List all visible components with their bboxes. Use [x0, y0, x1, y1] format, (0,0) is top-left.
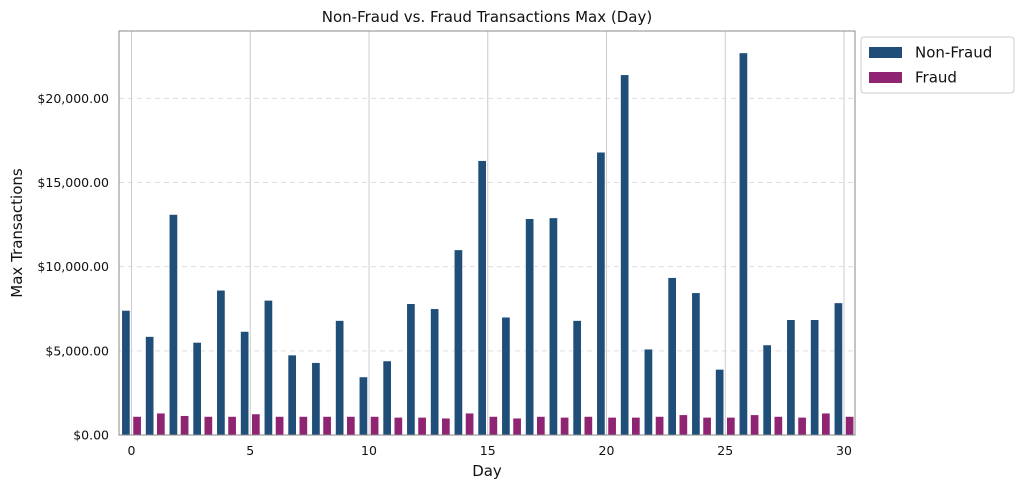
x-tick-label: 25	[717, 443, 733, 458]
bar-fraud-day-21	[631, 417, 641, 436]
bar-non-fraud-day-0	[121, 310, 131, 436]
bar-non-fraud-day-24	[691, 292, 701, 436]
bar-non-fraud-day-25	[715, 369, 725, 436]
bar-fraud-day-19	[583, 416, 593, 436]
y-axis-label: Max Transactions	[8, 168, 26, 298]
bar-non-fraud-day-30	[833, 302, 843, 436]
bar-non-fraud-day-6	[263, 300, 273, 436]
x-tick-label: 5	[246, 443, 254, 458]
x-axis-label: Day	[472, 462, 502, 480]
bar-fraud-day-27	[773, 416, 783, 436]
gridlines	[119, 31, 855, 435]
bar-non-fraud-day-21	[620, 74, 630, 436]
bar-fraud-day-4	[227, 416, 237, 436]
x-tick-label: 20	[599, 443, 615, 458]
bar-non-fraud-day-28	[786, 319, 796, 436]
bar-fraud-day-10	[370, 416, 380, 436]
bar-non-fraud-day-18	[548, 217, 558, 436]
bar-non-fraud-day-10	[358, 376, 368, 436]
bar-non-fraud-day-26	[738, 52, 748, 436]
bar-non-fraud-day-4	[216, 289, 226, 436]
bar-non-fraud-day-2	[168, 214, 178, 436]
bar-non-fraud-day-29	[810, 319, 820, 436]
x-tick-label: 15	[480, 443, 496, 458]
bar-non-fraud-day-20	[596, 151, 606, 436]
bar-fraud-day-30	[845, 416, 855, 436]
legend-swatch	[869, 72, 902, 83]
bar-fraud-day-15	[488, 416, 498, 436]
x-tick-label: 30	[836, 443, 852, 458]
bar-non-fraud-day-9	[335, 320, 345, 436]
y-axis-ticks: $0.00 $5,000.00 $10,000.00 $15,000.00 $20,00…	[37, 91, 109, 443]
bar-fraud-day-22	[655, 416, 665, 436]
bar-non-fraud-day-27	[762, 344, 772, 436]
bar-fraud-day-8	[322, 416, 332, 436]
legend-label: Non-Fraud	[915, 44, 992, 62]
bar-non-fraud-day-5	[240, 331, 250, 436]
bar-non-fraud-day-16	[501, 316, 511, 436]
bars	[121, 52, 855, 436]
bar-fraud-day-28	[797, 417, 807, 436]
bar-fraud-day-5	[251, 413, 261, 436]
bar-fraud-day-2	[180, 415, 190, 436]
bar-fraud-day-26	[750, 414, 760, 436]
bar-fraud-day-1	[156, 412, 166, 436]
y-tick-label: $20,000.00	[37, 91, 109, 106]
bar-fraud-day-25	[726, 417, 736, 436]
bar-non-fraud-day-12	[406, 303, 416, 436]
bar-fraud-day-9	[346, 416, 356, 436]
plot-frame	[118, 30, 856, 436]
y-tick-label: $0.00	[73, 428, 109, 443]
bar-non-fraud-day-8	[311, 362, 321, 436]
bar-non-fraud-day-13	[430, 308, 440, 436]
bar-non-fraud-day-19	[572, 320, 582, 436]
bar-fraud-day-0	[132, 416, 142, 436]
chart-title: Non-Fraud vs. Fraud Transactions Max (Da…	[322, 8, 652, 26]
x-tick-label: 0	[128, 443, 136, 458]
legend-swatch	[869, 47, 902, 58]
bar-fraud-day-7	[298, 416, 308, 436]
bar-fraud-day-12	[417, 417, 427, 436]
legend: Non-Fraud Fraud	[860, 36, 1015, 94]
bar-non-fraud-day-1	[145, 336, 155, 436]
bar-fraud-day-6	[275, 416, 285, 436]
bar-fraud-day-29	[821, 412, 831, 436]
bar-non-fraud-day-14	[453, 249, 463, 436]
bar-non-fraud-day-22	[643, 348, 653, 436]
bar-fraud-day-24	[702, 417, 712, 436]
x-tick-label: 10	[361, 443, 377, 458]
y-tick-label: $5,000.00	[45, 343, 109, 358]
bar-fraud-day-20	[607, 417, 617, 436]
legend-label: Fraud	[915, 69, 957, 87]
bar-non-fraud-day-23	[667, 277, 677, 436]
bar-fraud-day-3	[203, 416, 213, 436]
bar-fraud-day-17	[536, 416, 546, 436]
bar-non-fraud-day-17	[525, 218, 535, 436]
bar-non-fraud-day-7	[287, 354, 297, 436]
bar-non-fraud-day-15	[477, 160, 487, 436]
bar-non-fraud-day-3	[192, 342, 202, 436]
bar-fraud-day-18	[560, 417, 570, 436]
bar-fraud-day-16	[512, 417, 522, 436]
bar-non-fraud-day-11	[382, 360, 392, 436]
x-axis-ticks: 0 5 10 15 20 25 30	[128, 443, 852, 458]
bar-fraud-day-11	[393, 417, 403, 436]
bar-fraud-day-23	[678, 414, 688, 436]
bar-fraud-day-14	[465, 412, 475, 436]
y-tick-label: $15,000.00	[37, 175, 109, 190]
bar-fraud-day-13	[441, 417, 451, 436]
y-tick-label: $10,000.00	[37, 259, 109, 274]
